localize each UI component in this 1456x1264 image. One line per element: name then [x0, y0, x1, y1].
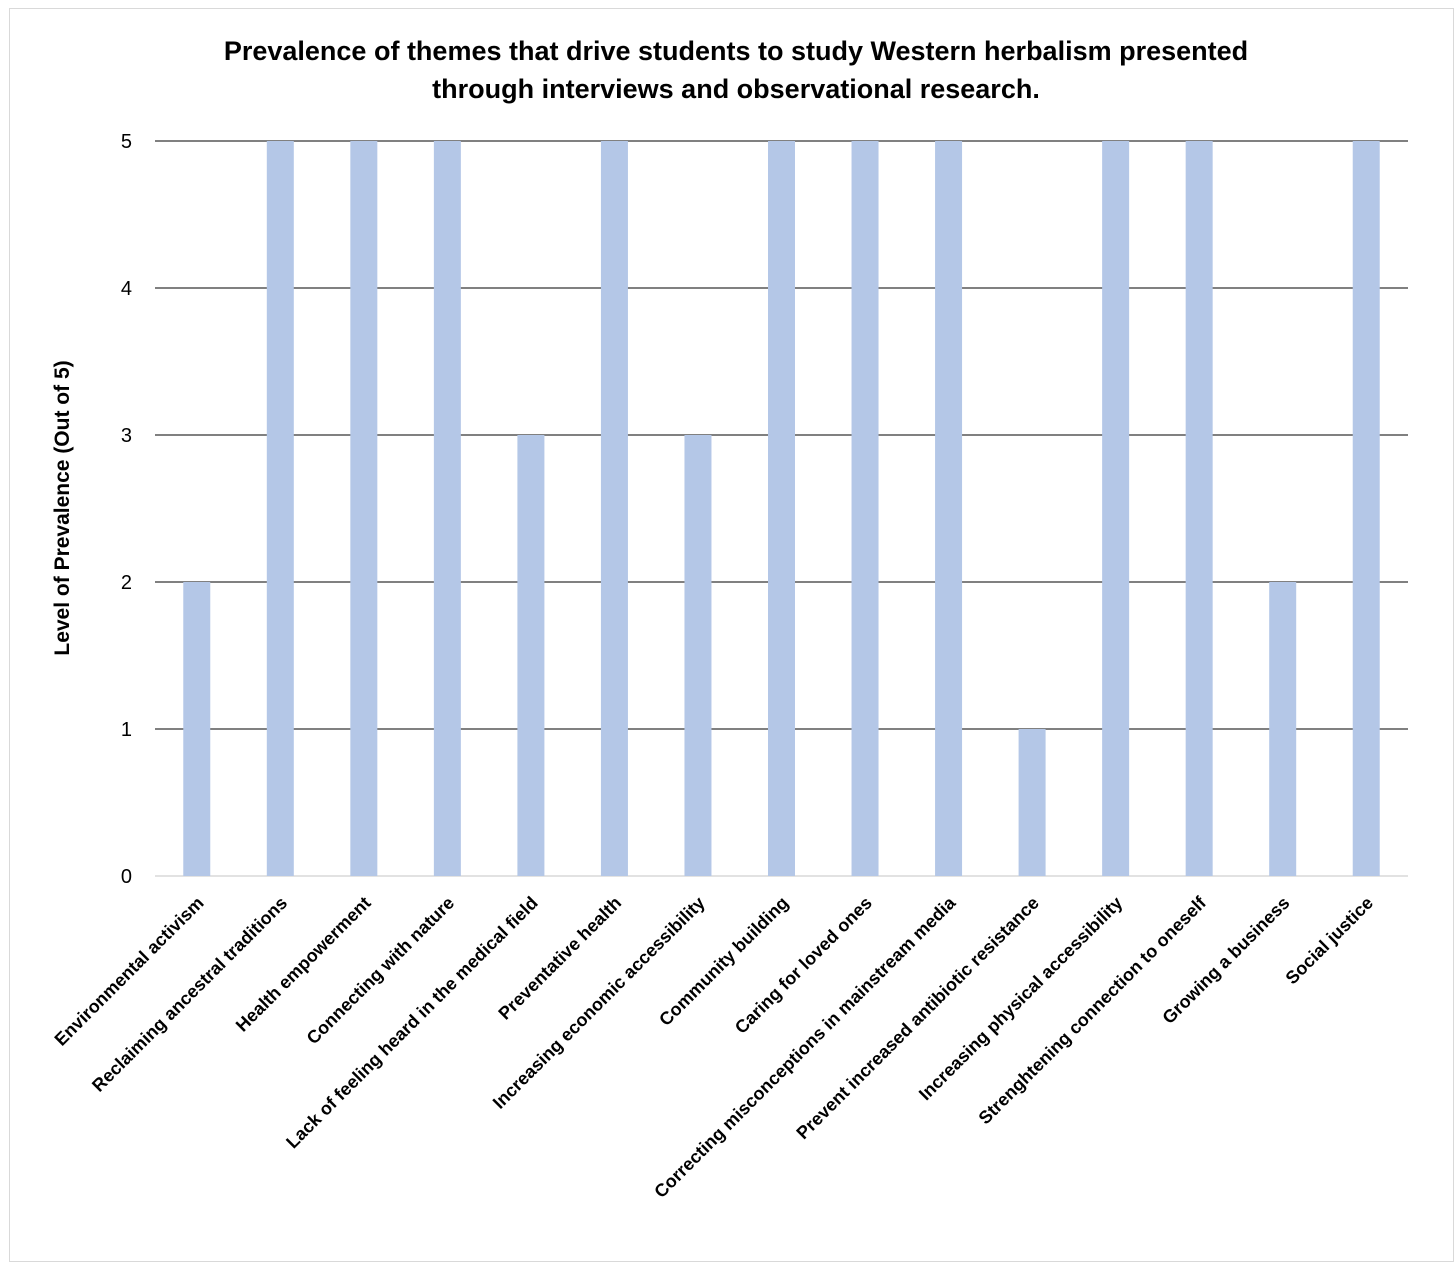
bar-preventative-health	[600, 141, 628, 876]
x-tick-label: Caring for loved ones	[731, 893, 876, 1038]
bar-community-building	[768, 141, 795, 876]
bar-health-empowerment	[350, 141, 378, 876]
bar-reclaiming-ancestral-traditions	[266, 141, 294, 876]
y-tick-label: 0	[121, 866, 132, 888]
chart-frame	[9, 8, 1454, 1262]
y-axis-title: Level of Prevalence (Out of 5)	[51, 360, 74, 655]
x-tick-label: Connecting with nature	[303, 893, 459, 1049]
bar-social-justice	[1352, 141, 1380, 876]
bar-strenghtening-connection-to-oneself	[1185, 141, 1213, 876]
bar-lack-of-feeling-heard-in-the-medical-field	[517, 435, 545, 876]
bar-correcting-misconceptions-in-mainstream-media	[935, 141, 963, 876]
y-tick-label: 1	[121, 719, 132, 741]
y-tick-labels: 0 1 2 3 4 5	[121, 131, 132, 888]
y-tick-label: 3	[121, 425, 132, 447]
chart-title-line-1: Prevalence of themes that drive students…	[224, 36, 1248, 66]
bar-environmental-activism	[183, 582, 211, 876]
bar-connecting-with-nature	[433, 141, 461, 876]
bar-prevent-increased-antibiotic-resistance	[1018, 729, 1046, 876]
x-tick-label: Environmental activism	[51, 893, 208, 1050]
bar-caring-for-loved-ones	[851, 141, 879, 876]
bar-growing-a-business	[1269, 582, 1297, 876]
x-tick-label: Social justice	[1282, 893, 1378, 989]
y-tick-label: 5	[121, 131, 132, 153]
y-tick-label: 4	[121, 278, 132, 300]
x-tick-label: Correcting misconceptions in mainstream …	[650, 892, 960, 1202]
bar-increasing-physical-accessibility	[1102, 141, 1130, 876]
bar-increasing-economic-accessibility	[684, 435, 712, 876]
y-tick-label: 2	[121, 572, 132, 594]
chart-title-line-2: through interviews and observational res…	[432, 74, 1040, 104]
x-tick-label: Health empowerment	[232, 893, 375, 1036]
bars	[183, 141, 1380, 876]
